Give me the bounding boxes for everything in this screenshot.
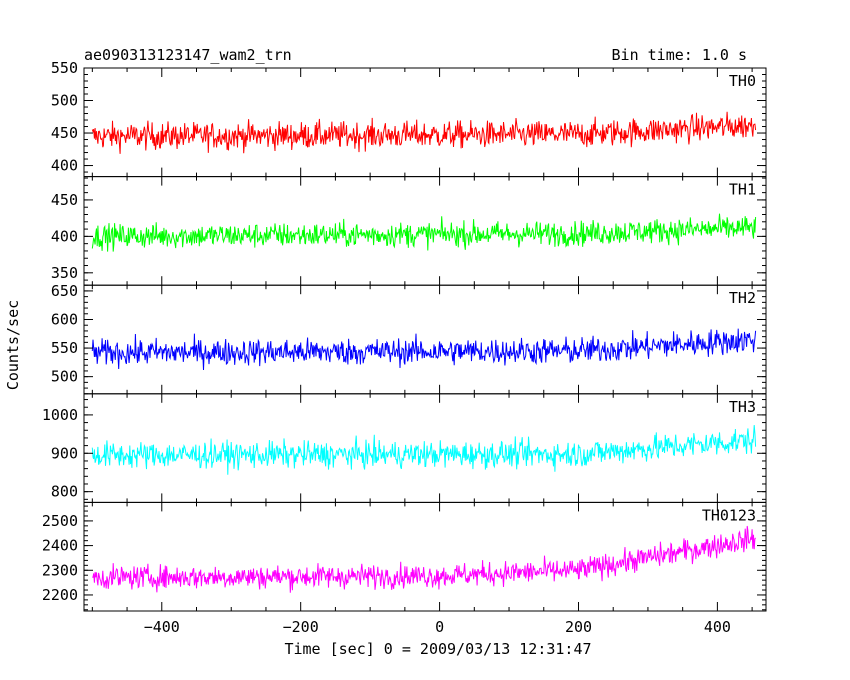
y-tick-label: 600 [51,310,78,328]
y-tick-label: 500 [51,368,78,386]
y-tick-label: 2300 [42,561,78,579]
x-tick-label: 0 [435,618,444,636]
y-tick-label: 350 [51,264,78,282]
panel-label-th1: TH1 [729,181,756,199]
x-axis-label: Time [sec] 0 = 2009/03/13 12:31:47 [284,640,591,658]
series-line-th1 [91,213,757,252]
panel-label-th2: TH2 [729,289,756,307]
y-axis-label: Counts/sec [4,300,22,390]
y-tick-label: 400 [51,157,78,175]
panel-label-th0: TH0 [729,72,756,90]
series-line-th0123 [92,525,757,593]
panel-frame [83,501,767,612]
y-tick-label: 1000 [42,406,78,424]
y-tick-label: 2500 [42,512,78,530]
chart-title: ae090313123147_wam2_trn [84,46,292,64]
x-tick-label: 400 [704,618,731,636]
y-tick-label: 550 [51,59,78,77]
y-tick-label: 450 [51,124,78,142]
series-line-th2 [91,328,757,371]
y-tick-label: 800 [51,483,78,501]
series-line-th0 [91,111,757,154]
x-tick-label: −200 [283,618,319,636]
y-tick-label: 2200 [42,586,78,604]
x-tick-label: −400 [144,618,180,636]
y-tick-label: 2400 [42,537,78,555]
series-line-th3 [91,425,757,475]
panels-group: 400 450 500 550 TH0 350 400 450 TH1 500 550 600 650 T… [42,59,767,636]
panel-frame [83,176,767,286]
y-tick-label: 900 [51,444,78,462]
y-tick-label: 450 [51,191,78,209]
panel-frame [83,284,767,395]
y-tick-label: 550 [51,339,78,357]
y-tick-label: 500 [51,92,78,110]
y-tick-label: 400 [51,227,78,245]
x-tick-label: 200 [565,618,592,636]
y-tick-label: 650 [51,282,78,300]
panel-label-th3: TH3 [729,398,756,416]
bin-time-label: Bin time: 1.0 s [612,46,747,64]
panel-label-th0123: TH0123 [702,506,756,524]
